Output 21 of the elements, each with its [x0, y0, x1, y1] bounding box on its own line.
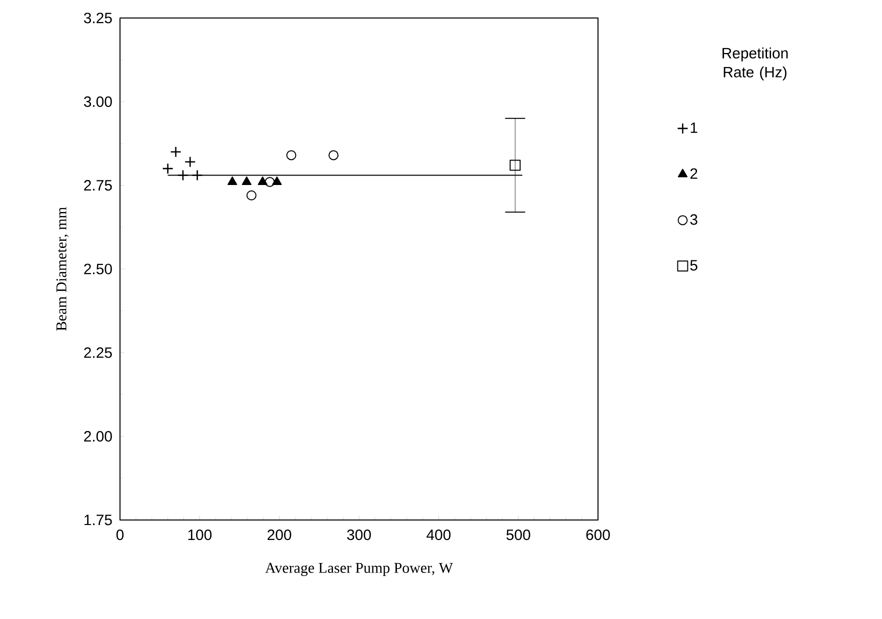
x-tick-label: 500 — [506, 530, 530, 540]
x-tick-label: 300 — [347, 530, 371, 540]
y-tick-label: 2.75 — [84, 180, 112, 191]
y-tick-label: 2.25 — [84, 347, 112, 358]
y-tick-label: 3.25 — [84, 12, 112, 24]
x-tick-label: 400 — [426, 530, 451, 540]
x-tick-label: 0 — [116, 530, 124, 540]
x-tick-label: 100 — [188, 530, 212, 540]
legend-label: 1 — [690, 122, 698, 133]
x-tick-label: 200 — [268, 530, 292, 540]
x-tick-label: 600 — [586, 530, 610, 540]
legend-title: Repetition Rate (Hz) — [722, 48, 788, 80]
legend-label: 3 — [690, 214, 698, 225]
legend-label: 5 — [690, 260, 698, 271]
legend-label: 2 — [690, 168, 698, 179]
y-tick-label: 2.50 — [84, 264, 112, 274]
y-tick-label: 3.00 — [84, 96, 112, 107]
y-axis-title: Beam Diameter, mm — [56, 207, 69, 331]
y-tick-label: 1.75 — [84, 514, 112, 526]
y-tick-label: 2.00 — [84, 431, 112, 442]
x-axis-title: Average Laser Pump Power, W — [265, 562, 453, 576]
